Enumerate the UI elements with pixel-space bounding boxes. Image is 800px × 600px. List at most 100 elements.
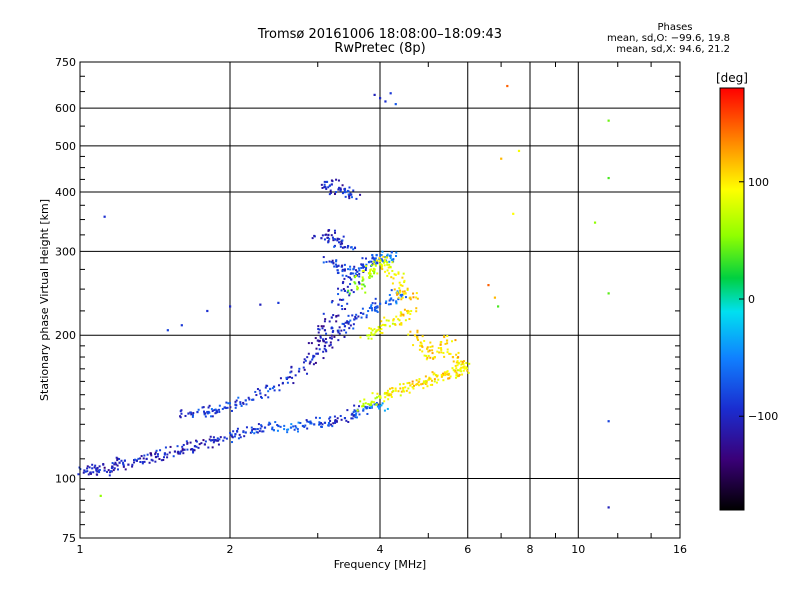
data-point-scatter bbox=[343, 335, 346, 338]
data-point-scatter bbox=[348, 292, 351, 295]
data-point-scatter bbox=[353, 265, 356, 268]
data-point-scatter bbox=[292, 382, 295, 385]
data-point-scatter bbox=[118, 457, 121, 460]
data-point-scatter bbox=[333, 238, 336, 241]
data-point-scatter bbox=[367, 337, 370, 340]
data-point-scatter bbox=[390, 395, 393, 398]
data-point-scatter bbox=[406, 287, 409, 290]
data-point-scatter bbox=[213, 409, 216, 412]
data-point-scatter bbox=[455, 371, 458, 374]
data-point-scatter bbox=[400, 313, 403, 316]
data-point-scatter bbox=[371, 329, 374, 332]
data-point-scatter bbox=[376, 392, 379, 395]
data-point-scatter bbox=[336, 237, 339, 240]
data-point-scatter bbox=[250, 426, 253, 429]
data-point-scatter bbox=[406, 310, 409, 313]
data-point bbox=[163, 452, 167, 455]
data-point-scatter bbox=[134, 458, 137, 461]
data-point-scatter bbox=[374, 297, 377, 300]
data-point-scatter bbox=[209, 415, 212, 418]
data-point-scatter bbox=[103, 466, 106, 469]
data-point-scatter bbox=[400, 322, 403, 325]
data-point-scatter bbox=[292, 425, 295, 428]
data-point-scatter bbox=[98, 468, 101, 471]
data-point bbox=[343, 325, 347, 328]
data-point-scatter bbox=[295, 426, 298, 429]
data-point bbox=[376, 329, 379, 332]
data-point-scatter bbox=[367, 403, 370, 406]
data-point-scatter bbox=[408, 297, 411, 300]
data-point-scatter bbox=[341, 239, 344, 242]
data-point-scatter bbox=[141, 461, 144, 464]
data-point-scatter bbox=[192, 412, 195, 415]
data-point-scatter bbox=[206, 412, 209, 415]
data-point-scatter bbox=[381, 323, 384, 326]
data-point-scatter bbox=[287, 376, 290, 379]
y-tick-label: 750 bbox=[55, 56, 76, 69]
data-point-scatter bbox=[362, 266, 365, 269]
data-point-scatter bbox=[148, 461, 151, 464]
data-point-scatter bbox=[192, 448, 195, 451]
data-point-scatter bbox=[143, 460, 146, 463]
data-point-scatter bbox=[461, 373, 464, 376]
data-point-scatter bbox=[347, 320, 350, 323]
data-point bbox=[343, 417, 347, 420]
data-point-scatter bbox=[91, 463, 94, 466]
data-point-scatter bbox=[423, 354, 426, 357]
data-point-scatter bbox=[296, 430, 299, 433]
data-point-scatter bbox=[370, 331, 373, 334]
data-point-scatter bbox=[351, 314, 354, 317]
data-point-scatter bbox=[303, 358, 306, 361]
data-point bbox=[244, 431, 247, 434]
data-point-scatter bbox=[327, 421, 330, 424]
data-point-scatter bbox=[112, 469, 115, 472]
data-point-scatter bbox=[218, 410, 221, 413]
data-point-scatter bbox=[306, 356, 309, 359]
data-point-scatter bbox=[326, 236, 329, 239]
data-point bbox=[229, 305, 232, 308]
data-point-scatter bbox=[346, 409, 349, 412]
data-point-scatter bbox=[375, 261, 378, 264]
data-point-scatter bbox=[329, 341, 332, 344]
data-point-scatter bbox=[179, 415, 182, 418]
data-point-scatter bbox=[329, 416, 332, 419]
data-point-scatter bbox=[334, 419, 337, 422]
phase-stats: Phases mean, sd,O: −99.6, 19.8 mean, sd,… bbox=[580, 22, 730, 55]
data-point-scatter bbox=[177, 452, 180, 455]
data-point-scatter bbox=[149, 452, 152, 455]
data-point-scatter bbox=[369, 404, 372, 407]
x-tick-label: 1 bbox=[77, 543, 84, 556]
data-point-scatter bbox=[428, 349, 431, 352]
data-point-scatter bbox=[432, 357, 435, 360]
data-point-scatter bbox=[277, 384, 280, 387]
data-point-scatter bbox=[336, 269, 339, 272]
data-point-scatter bbox=[392, 318, 395, 321]
data-point-scatter bbox=[179, 410, 182, 413]
data-point-scatter bbox=[333, 229, 336, 232]
y-tick-label: 400 bbox=[55, 186, 76, 199]
data-point-scatter bbox=[406, 382, 409, 385]
data-point bbox=[154, 455, 158, 459]
data-point-scatter bbox=[337, 314, 340, 317]
data-point-scatter bbox=[271, 426, 274, 429]
data-point-scatter bbox=[274, 421, 277, 424]
data-point bbox=[392, 319, 395, 322]
data-point-scatter bbox=[450, 340, 453, 343]
data-point-scatter bbox=[146, 453, 149, 456]
data-point-scatter bbox=[392, 299, 395, 302]
data-point-scatter bbox=[335, 320, 338, 323]
data-point-scatter bbox=[350, 289, 353, 292]
data-point-scatter bbox=[95, 467, 98, 470]
data-point-scatter bbox=[314, 337, 317, 340]
data-point-scatter bbox=[435, 381, 438, 384]
data-point-scatter bbox=[373, 270, 376, 273]
data-point-scatter bbox=[329, 343, 332, 346]
data-point-scatter bbox=[287, 428, 290, 431]
data-point-scatter bbox=[378, 395, 381, 398]
data-point-scatter bbox=[374, 302, 377, 305]
data-point-scatter bbox=[365, 266, 368, 269]
data-point-scatter bbox=[376, 305, 379, 308]
data-point-scatter bbox=[360, 266, 363, 269]
data-point bbox=[413, 334, 417, 337]
data-point-scatter bbox=[260, 396, 263, 399]
